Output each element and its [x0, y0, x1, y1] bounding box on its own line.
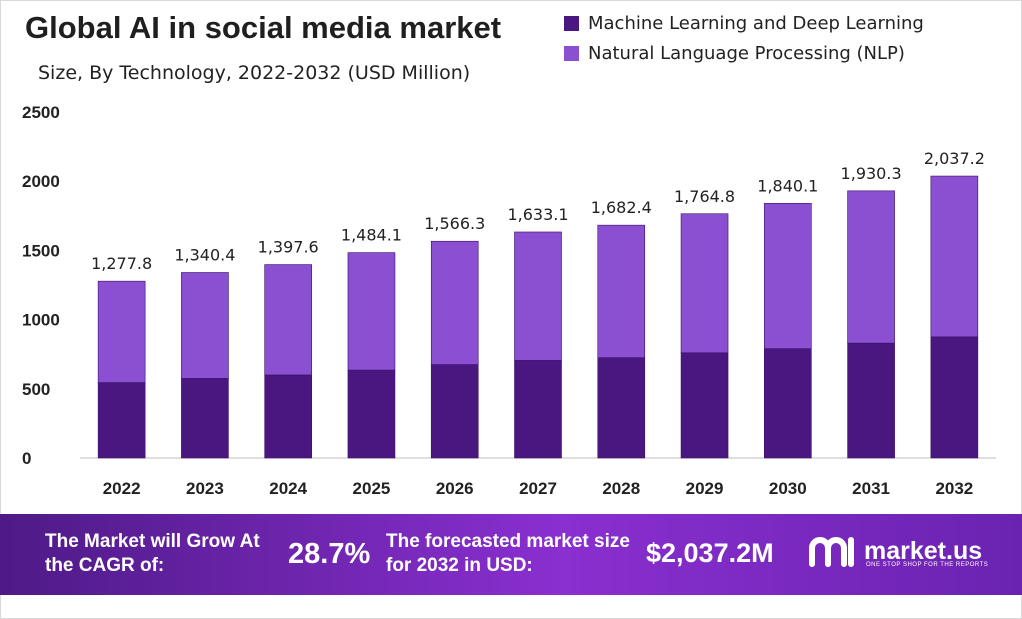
x-tick-label: 2025: [353, 479, 391, 498]
x-tick-label: 2027: [519, 479, 557, 498]
bar-total-label: 1,484.1: [341, 226, 402, 245]
y-tick-label: 2000: [22, 172, 60, 191]
bar-total-label: 1,340.4: [174, 245, 235, 264]
bar-segment-nlp: [680, 213, 729, 354]
bar-chart: 0 500 1000 1500 2000 2500 1,277.8 2022 1,340.4 20…: [22, 103, 996, 498]
bar-segment-nlp: [97, 280, 146, 383]
bar-segment-nlp: [597, 224, 646, 358]
bar-total-label: 1,633.1: [507, 205, 568, 224]
y-tick-label: 2500: [22, 103, 60, 122]
bar-segment-ml: [181, 378, 229, 459]
bar-total-label: 1,397.6: [258, 238, 319, 257]
x-tick-label: 2032: [935, 479, 973, 498]
logo-text: market.us: [864, 537, 983, 565]
bar-segment-nlp: [764, 203, 812, 349]
bar-segment-ml: [764, 348, 812, 459]
bar-segment-ml: [847, 342, 895, 459]
market-us-logo-icon: [809, 537, 854, 567]
bar-segment-ml: [930, 336, 979, 459]
x-tick-label: 2022: [103, 479, 141, 498]
forecast-label: The forecasted market size for 2032 in U…: [386, 531, 630, 576]
bar-total-label: 1,566.3: [424, 214, 485, 233]
chart-subtitle: Size, By Technology, 2022-2032 (USD Mill…: [38, 62, 471, 84]
legend-swatch-ml: [564, 15, 579, 31]
bar-total-label: 1,764.8: [674, 187, 735, 206]
x-tick-label: 2031: [852, 479, 890, 498]
forecast-value: $2,037.2M: [646, 538, 774, 568]
y-tick-label: 0: [22, 449, 31, 468]
bar-segment-nlp: [930, 175, 979, 338]
bar-segment-nlp: [181, 272, 229, 379]
bar-total-label: 2,037.2: [924, 149, 985, 168]
y-tick-label: 500: [22, 380, 50, 399]
bar-segment-ml: [347, 369, 396, 459]
bar-total-label: 1,840.1: [757, 176, 818, 195]
x-tick-label: 2028: [602, 479, 640, 498]
bar-segment-nlp: [430, 240, 479, 365]
bar-segment-nlp: [514, 231, 562, 361]
x-tick-label: 2026: [436, 479, 474, 498]
bar-segment-ml: [597, 357, 646, 459]
bar-total-label: 1,930.3: [841, 164, 902, 183]
summary-banner: The Market will Grow At the CAGR of: 28.…: [0, 514, 1022, 595]
market-us-logo: market.us ONE STOP SHOP FOR THE REPORTS: [808, 534, 988, 568]
legend-swatch-nlp: [564, 45, 579, 61]
legend-label-nlp: Natural Language Processing (NLP): [588, 42, 905, 64]
bar-segment-ml: [680, 352, 729, 459]
x-tick-label: 2024: [269, 479, 307, 498]
bar-segment-ml: [430, 364, 479, 459]
cagr-label: The Market will Grow At the CAGR of:: [45, 531, 260, 576]
bar-segment-nlp: [347, 252, 396, 371]
y-tick-label: 1500: [22, 241, 60, 260]
legend: Machine Learning and Deep Learning Natur…: [564, 8, 924, 68]
chart-title: Global AI in social media market: [25, 10, 502, 45]
bar-total-label: 1,682.4: [591, 198, 652, 217]
bar-segment-ml: [514, 360, 562, 459]
bar-total-label: 1,277.8: [91, 254, 152, 273]
bar-segment-ml: [97, 382, 146, 459]
logo-tagline: ONE STOP SHOP FOR THE REPORTS: [866, 562, 989, 568]
x-tick-label: 2023: [186, 479, 224, 498]
y-tick-label: 1000: [22, 311, 60, 330]
bar-segment-nlp: [264, 264, 312, 376]
x-tick-label: 2030: [769, 479, 807, 498]
bar-segment-ml: [264, 374, 312, 459]
cagr-value: 28.7%: [288, 538, 371, 570]
legend-item-nlp: Natural Language Processing (NLP): [564, 38, 924, 68]
bar-segment-nlp: [847, 190, 895, 344]
legend-item-ml: Machine Learning and Deep Learning: [564, 8, 924, 38]
x-tick-label: 2029: [686, 479, 724, 498]
legend-label-ml: Machine Learning and Deep Learning: [588, 12, 924, 34]
